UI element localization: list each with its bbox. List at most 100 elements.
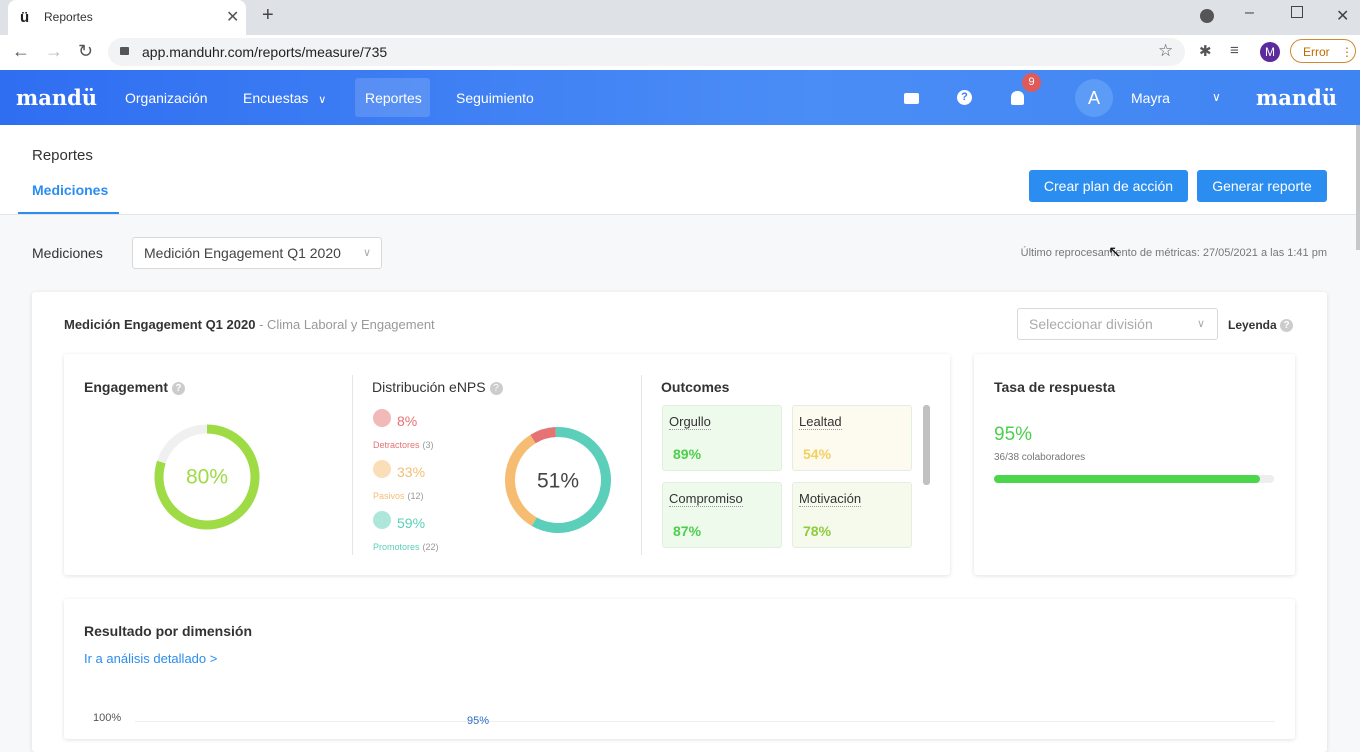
media[interactable]: ≡ [1230, 42, 1239, 59]
browser-tab[interactable] [8, 0, 246, 35]
enps-title: Distribución eNPS ? [372, 379, 503, 395]
minimize[interactable]: – [1245, 4, 1254, 21]
extensions[interactable]: ✱ [1199, 43, 1212, 60]
engagement-title: Engagement ? [84, 379, 185, 395]
enps-share: 33% [397, 464, 426, 480]
briefcase-icon[interactable] [904, 93, 919, 104]
bar-label: 95% [467, 715, 490, 727]
enps-share: 59% [397, 515, 426, 531]
outcome-name: Lealtad [799, 414, 842, 430]
enps-share: 8% [397, 413, 418, 429]
help-icon: ? [171, 381, 185, 395]
menu-dots: ⋮ [1341, 45, 1354, 59]
new-tab[interactable]: + [262, 4, 274, 26]
dimension-title: Resultado por dimensión [84, 623, 253, 639]
close-window[interactable]: ✕ [1336, 8, 1350, 25]
card-heading: Medición Engagement Q1 2020 - Clima Labo… [64, 317, 435, 332]
face-icon [373, 511, 391, 529]
division-select[interactable]: Seleccionar división ∨ [1017, 308, 1218, 340]
legend-link[interactable]: Leyenda ? [1228, 318, 1294, 333]
enps-name: Promotores [373, 542, 420, 552]
help-icon[interactable]: ? [957, 90, 972, 105]
user-chevron[interactable]: ∨ [1212, 90, 1221, 104]
outcome-score: 78% [803, 523, 832, 539]
user-name[interactable]: Mayra [1131, 90, 1170, 106]
response-detail: 36/38 colaboradores [994, 452, 1086, 463]
cursor: ↖ [1108, 244, 1122, 261]
nav-item[interactable]: Reportes [365, 90, 422, 106]
response-rate: 95% [994, 424, 1033, 445]
report-button[interactable]: Generar reporte [1197, 170, 1327, 202]
error-button[interactable]: Error ⋮ [1290, 39, 1356, 63]
dimension-card [64, 599, 1295, 739]
face-icon [373, 409, 391, 427]
outcomes-clip [655, 548, 925, 568]
nav-bar [0, 70, 1360, 125]
detail-link[interactable]: Ir a análisis detallado > [84, 651, 218, 666]
enps-name: Pasivos [373, 491, 405, 501]
profile-avatar[interactable]: M [1260, 42, 1280, 62]
nav-item[interactable]: Organización [125, 90, 208, 106]
rings: 80% 51% [154, 424, 611, 533]
enps-label: Detractores (3) [373, 440, 434, 450]
measure-select[interactable]: Medición Engagement Q1 2020 ∨ [132, 237, 382, 269]
action-plan-button[interactable]: Crear plan de acción [1029, 170, 1188, 202]
response-card [974, 354, 1295, 575]
legend-text: Leyenda [1228, 318, 1277, 332]
enps-segment [505, 434, 537, 527]
outcome-card[interactable]: Lealtad 54% [792, 405, 912, 471]
back[interactable]: ← [12, 41, 30, 61]
engagement-arc [154, 424, 260, 530]
logo[interactable]: mandü [16, 85, 98, 110]
outcome-card[interactable]: Orgullo 89% [662, 405, 782, 471]
select-placeholder: Seleccionar división [1029, 316, 1153, 332]
tab-close[interactable]: ✕ [226, 9, 240, 26]
notification-badge: 9 [1022, 73, 1041, 92]
outcomes-title: Outcomes [661, 379, 730, 395]
chevron: ∨ [1196, 318, 1205, 330]
response-title: Tasa de respuesta [994, 379, 1116, 395]
body: ü Reportes ✕ + – ✕ ← → ↻ app.manduhr.com… [0, 0, 1360, 727]
axis-label: 100% [93, 712, 122, 724]
brand: mandü [1256, 85, 1338, 110]
restore[interactable] [1291, 6, 1303, 18]
enps-label: Pasivos (12) [373, 491, 424, 501]
select-value: Medición Engagement Q1 2020 [144, 245, 341, 261]
card-subtitle: - Clima Laboral y Engagement [259, 317, 435, 332]
nav-item[interactable]: Seguimiento [456, 90, 534, 106]
bookmark-star[interactable]: ☆ [1158, 41, 1174, 60]
error-text: Error [1303, 45, 1330, 59]
profile-menu[interactable] [1200, 9, 1214, 23]
chevron: ∨ [318, 94, 327, 106]
bell-icon[interactable] [1011, 91, 1024, 105]
url-text: app.manduhr.com/reports/measure/735 [142, 44, 388, 60]
help-icon: ? [489, 381, 503, 395]
scrollbar [1356, 125, 1360, 250]
enps-name: Detractores [373, 440, 420, 450]
filter-label: Mediciones [32, 245, 103, 261]
nav-item[interactable]: Encuestas ∨ [243, 90, 326, 106]
enps-count: (12) [407, 491, 424, 501]
outcome-name: Motivación [799, 491, 862, 507]
reload[interactable]: ↻ [78, 41, 94, 61]
outcome-name: Orgullo [669, 414, 711, 430]
enps-score: 51% [537, 470, 579, 493]
nav-item-text: Encuestas [243, 90, 309, 106]
enps-count: (22) [422, 542, 439, 552]
favicon: ü [20, 9, 30, 26]
outcome-card[interactable]: Compromiso 87% [662, 482, 782, 548]
enps-count: (3) [422, 440, 434, 450]
page: Reportes { "browser": { "tab_title": "Re… [0, 0, 1360, 727]
user-avatar[interactable]: A [1075, 79, 1113, 117]
tab-title: Reportes [44, 10, 93, 24]
outcome-score: 87% [673, 523, 702, 539]
tab-mediciones[interactable]: Mediciones [32, 182, 109, 198]
forward[interactable]: → [45, 41, 63, 61]
enps-segment [530, 427, 557, 444]
divider [352, 375, 353, 555]
grid-line [135, 721, 1275, 722]
outcome-card[interactable]: Motivación 78% [792, 482, 912, 548]
last-update: Último reprocesamiento de métricas: 27/0… [1020, 247, 1327, 259]
tab-underline [18, 212, 119, 214]
address-bar[interactable] [108, 38, 1185, 66]
